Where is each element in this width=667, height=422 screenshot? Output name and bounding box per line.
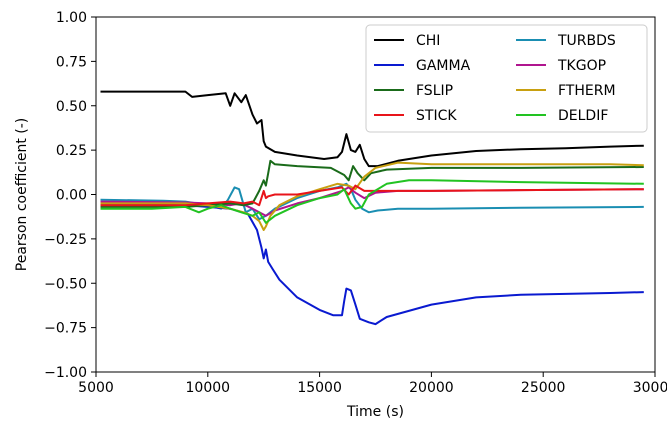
y-axis: −1.00 −0.75 −0.50 −0.25 0.00 0.25 0.50 0.75 1.00: [44, 10, 96, 381]
series-layer: [100, 90, 644, 326]
x-tick-label: 30000: [633, 380, 667, 396]
x-tick-label: 25000: [521, 380, 566, 396]
y-tick-label: 0.50: [56, 99, 87, 115]
x-tick-label: 15000: [297, 380, 342, 396]
legend-label-stick: STICK: [416, 108, 457, 124]
y-tick-label: −1.00: [44, 365, 87, 381]
legend-label-deldif: DELDIF: [558, 108, 608, 124]
series-line-gamma: [100, 202, 644, 326]
y-axis-label: Pearson coefficient (-): [14, 118, 30, 271]
y-tick-label: −0.50: [44, 276, 87, 292]
y-tick-label: −0.25: [44, 232, 87, 248]
legend-label-fslip: FSLIP: [416, 83, 453, 99]
y-tick-label: 0.75: [56, 54, 87, 70]
y-tick-label: −0.75: [44, 321, 87, 337]
y-tick-label: 0.25: [56, 143, 87, 159]
y-tick-label: 0.00: [56, 188, 87, 204]
legend-label-turbds: TURBDS: [557, 33, 616, 49]
x-tick-label: 10000: [186, 380, 231, 396]
y-tick-label: 1.00: [56, 10, 87, 26]
legend-box: [365, 24, 648, 133]
x-tick-label: 5000: [78, 380, 114, 396]
series-line-fslip: [100, 159, 644, 208]
legend-label-tkgop: TKGOP: [557, 58, 606, 74]
x-axis-label: Time (s): [346, 404, 404, 420]
legend-label-ftherm: FTHERM: [558, 83, 616, 99]
legend: CHI GAMMA FSLIP STICK TURBDS TKGOP FTHERM DELDI…: [365, 24, 648, 133]
x-axis: 5000 10000 15000 20000 25000 30000: [78, 372, 667, 396]
legend-label-gamma: GAMMA: [416, 58, 471, 74]
series-line-deldif: [100, 179, 644, 224]
series-line-stick: [100, 184, 644, 207]
series-line-chi: [100, 90, 644, 168]
legend-label-chi: CHI: [416, 33, 440, 49]
x-tick-label: 20000: [409, 380, 454, 396]
